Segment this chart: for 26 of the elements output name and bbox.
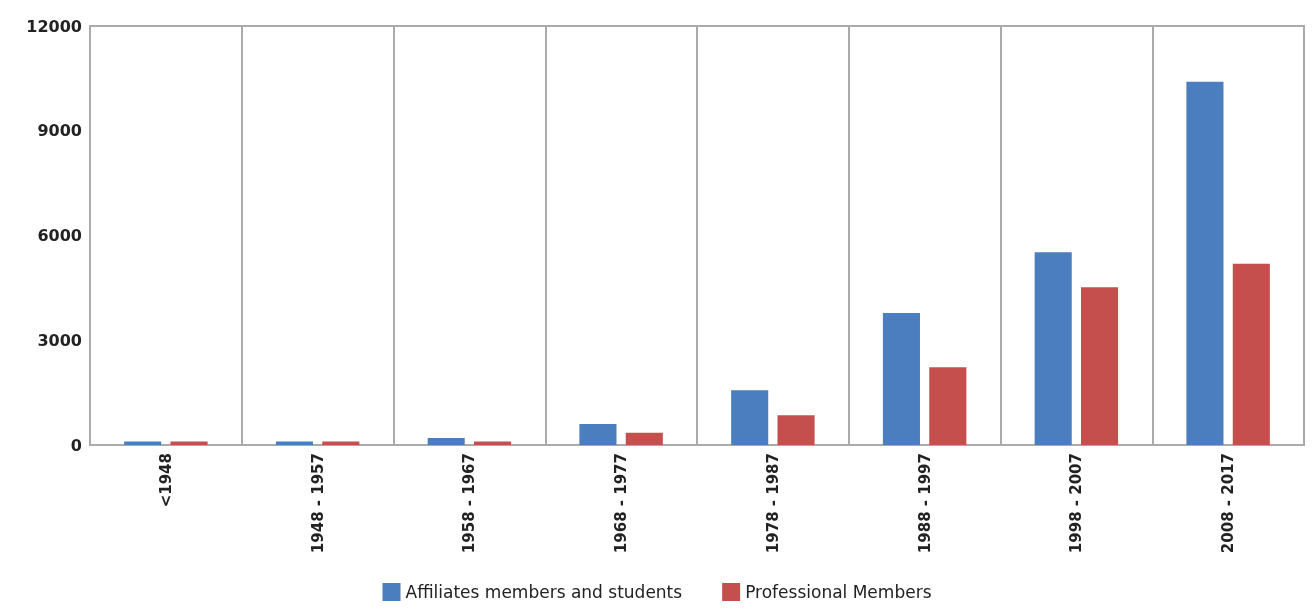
bar: [1081, 287, 1119, 445]
bar: [777, 415, 815, 445]
bar: [929, 367, 967, 445]
x-tick-label: 1988 - 1997: [915, 453, 934, 554]
bar: [731, 390, 769, 445]
bar: [579, 424, 617, 445]
bar: [427, 438, 465, 445]
legend-label: Professional Members: [745, 582, 932, 602]
y-tick-label: 9000: [37, 121, 82, 141]
x-tick-label: 1978 - 1987: [763, 453, 782, 554]
x-tick-label: 1998 - 2007: [1067, 453, 1086, 554]
bar: [882, 313, 920, 445]
y-tick-label: 6000: [37, 226, 82, 245]
bar: [1034, 252, 1072, 445]
x-tick-label: 1958 - 1967: [460, 453, 479, 554]
bar: [1232, 263, 1270, 445]
x-tick-label: 1948 - 1957: [308, 453, 327, 554]
y-tick-label: 3000: [37, 330, 82, 350]
x-tick-label: 2008 - 2017: [1219, 453, 1238, 554]
x-tick-label: <1948: [156, 453, 175, 508]
bar: [1186, 81, 1224, 445]
x-tick-label: 1968 - 1977: [612, 453, 631, 554]
legend-label: Affiliates members and students: [405, 582, 683, 602]
y-tick-label: 12000: [26, 16, 82, 36]
bar: [625, 432, 663, 445]
y-tick-label: 0: [70, 435, 82, 455]
